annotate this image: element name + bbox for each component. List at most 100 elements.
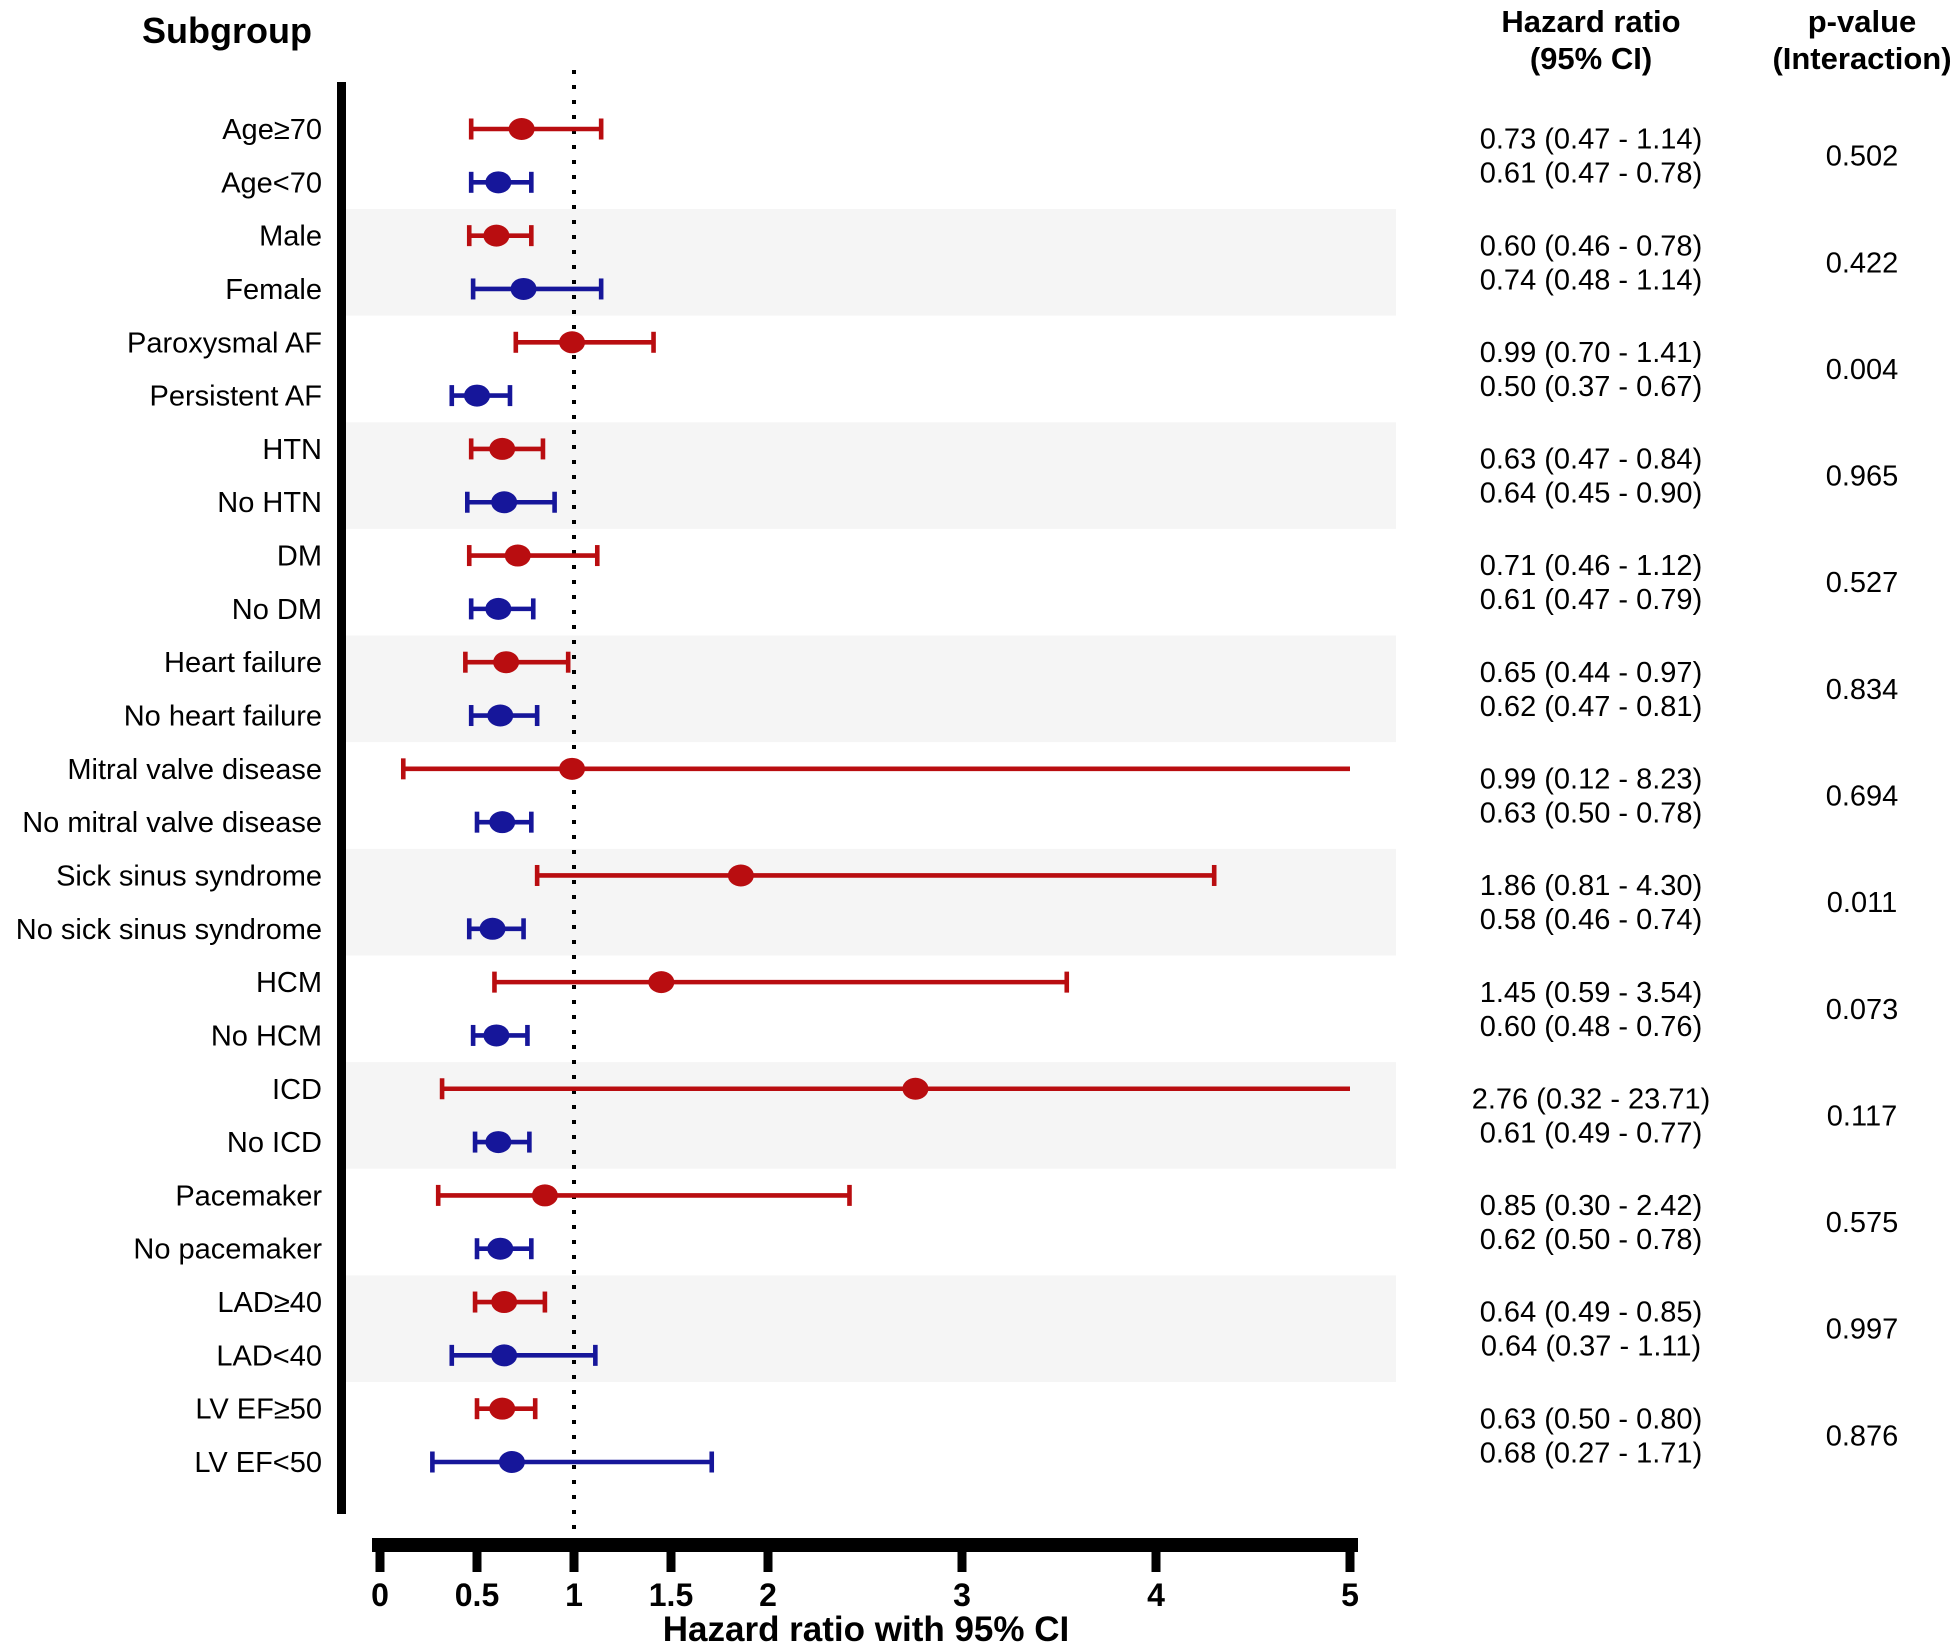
subgroup-label: No HCM bbox=[211, 1020, 322, 1052]
axis-tick-label: 4 bbox=[1147, 1577, 1165, 1613]
hr-ci-text: 0.65 (0.44 - 0.97) bbox=[1480, 657, 1702, 689]
pair-shading-band bbox=[345, 635, 1396, 743]
hr-point bbox=[510, 277, 537, 300]
hr-ci-text: 0.85 (0.30 - 2.42) bbox=[1480, 1190, 1702, 1222]
subgroup-column-header: Subgroup bbox=[142, 10, 312, 51]
axis-tick-label: 0 bbox=[371, 1577, 389, 1613]
pvalue-header-line2: (Interaction) bbox=[1772, 41, 1951, 76]
hr-point bbox=[498, 1451, 525, 1473]
p-interaction-value: 0.694 bbox=[1826, 781, 1899, 813]
subgroup-label: Age≥70 bbox=[222, 114, 322, 146]
subgroup-label: Female bbox=[225, 274, 322, 306]
x-axis-title: Hazard ratio with 95% CI bbox=[663, 1610, 1069, 1649]
forest-row: No HCM 0.60 (0.48 - 0.76) bbox=[211, 1011, 1702, 1053]
hr-point bbox=[483, 224, 510, 247]
subgroup-label: ICD bbox=[272, 1074, 322, 1106]
hr-point bbox=[485, 171, 512, 194]
forest-row: Male 0.60 (0.46 - 0.78) bbox=[259, 221, 1702, 263]
forest-row: Age<70 0.61 (0.47 - 0.78) bbox=[221, 158, 1702, 200]
hr-ci-text: 0.61 (0.47 - 0.79) bbox=[1480, 584, 1702, 616]
hr-ci-text: 0.61 (0.49 - 0.77) bbox=[1480, 1117, 1702, 1149]
subgroup-label: Heart failure bbox=[164, 647, 322, 679]
hr-ci-text: 0.61 (0.47 - 0.78) bbox=[1480, 158, 1702, 190]
hr-ci-text: 0.63 (0.50 - 0.78) bbox=[1480, 798, 1702, 830]
forest-row: LV EF<50 0.68 (0.27 - 1.71) bbox=[194, 1437, 1702, 1479]
hr-point bbox=[504, 544, 531, 567]
subgroup-label: Persistent AF bbox=[150, 381, 322, 413]
forest-row: Mitral valve disease 0.99 (0.12 - 8.23) bbox=[67, 754, 1702, 796]
axis-tick bbox=[1151, 1538, 1161, 1572]
p-interaction-value: 0.011 bbox=[1827, 887, 1897, 919]
hr-ci-text: 0.62 (0.47 - 0.81) bbox=[1480, 691, 1702, 723]
hr-point bbox=[485, 597, 512, 620]
p-interaction-value: 0.834 bbox=[1826, 674, 1899, 706]
hr-point bbox=[902, 1077, 929, 1100]
forest-row: No sick sinus syndrome 0.58 (0.46 - 0.74) bbox=[16, 904, 1702, 946]
axis-tick bbox=[666, 1538, 676, 1572]
hr-point bbox=[491, 1291, 518, 1314]
hr-point bbox=[464, 384, 490, 407]
hr-ci-text: 0.64 (0.49 - 0.85) bbox=[1480, 1297, 1702, 1329]
subgroup-label: LAD<40 bbox=[216, 1340, 322, 1372]
forest-row: Female 0.74 (0.48 - 1.14) bbox=[225, 264, 1702, 306]
axis-tick-label: 0.5 bbox=[455, 1577, 499, 1613]
axis-tick-label: 1 bbox=[565, 1577, 583, 1613]
hr-ci-text: 0.64 (0.37 - 1.11) bbox=[1481, 1331, 1701, 1363]
pvalue-header-line1: p-value bbox=[1808, 4, 1917, 39]
x-axis-bar bbox=[372, 1538, 1358, 1552]
forest-row: HTN 0.63 (0.47 - 0.84) bbox=[262, 434, 1702, 476]
subgroup-label: HCM bbox=[256, 967, 322, 999]
forest-row: Pacemaker 0.85 (0.30 - 2.42) bbox=[175, 1180, 1702, 1222]
forest-row: No heart failure 0.62 (0.47 - 0.81) bbox=[124, 691, 1703, 733]
subgroup-label: No mitral valve disease bbox=[22, 807, 322, 839]
axis-tick-label: 1.5 bbox=[649, 1577, 693, 1613]
hr-ci-text: 0.63 (0.47 - 0.84) bbox=[1480, 444, 1702, 476]
subgroup-label: DM bbox=[277, 541, 322, 573]
forest-row: Paroxysmal AF 0.99 (0.70 - 1.41) bbox=[127, 327, 1702, 369]
hr-ci-text: 0.74 (0.48 - 1.14) bbox=[1480, 264, 1702, 296]
p-interaction-value: 0.422 bbox=[1826, 247, 1899, 279]
p-interaction-value: 0.965 bbox=[1826, 461, 1899, 493]
hazard-ratio-header-line2: (95% CI) bbox=[1530, 41, 1652, 76]
forest-row: No HTN 0.64 (0.45 - 0.90) bbox=[217, 478, 1702, 520]
reference-layer bbox=[337, 70, 576, 1536]
subgroup-label: Paroxysmal AF bbox=[127, 327, 322, 359]
forest-row: No pacemaker 0.62 (0.50 - 0.78) bbox=[133, 1224, 1702, 1266]
p-interaction-value: 0.997 bbox=[1826, 1314, 1899, 1346]
pair-shading-band bbox=[345, 848, 1396, 956]
forest-row: LAD≥40 0.64 (0.49 - 0.85) bbox=[217, 1287, 1702, 1329]
hr-point bbox=[487, 704, 514, 727]
hr-ci-text: 0.73 (0.47 - 1.14) bbox=[1480, 124, 1702, 156]
p-interaction-value: 0.876 bbox=[1826, 1420, 1899, 1452]
hr-ci-text: 0.60 (0.48 - 0.76) bbox=[1480, 1011, 1702, 1043]
pair-shading-band bbox=[345, 208, 1396, 316]
subgroup-label: HTN bbox=[262, 434, 322, 466]
hr-ci-text: 0.50 (0.37 - 0.67) bbox=[1480, 371, 1702, 403]
forest-row: HCM 1.45 (0.59 - 3.54) bbox=[256, 967, 1702, 1009]
subgroup-label: No heart failure bbox=[124, 701, 322, 733]
subgroup-label: Mitral valve disease bbox=[67, 754, 322, 786]
hr-ci-text: 0.63 (0.50 - 0.80) bbox=[1480, 1403, 1702, 1435]
hr-ci-text: 2.76 (0.32 - 23.71) bbox=[1472, 1083, 1711, 1115]
hr-ci-text: 0.58 (0.46 - 0.74) bbox=[1480, 904, 1702, 936]
hr-ci-text: 1.86 (0.81 - 4.30) bbox=[1480, 870, 1702, 902]
subgroup-label: Pacemaker bbox=[175, 1180, 322, 1212]
subgroup-label: LAD≥40 bbox=[217, 1287, 322, 1319]
left-axis-line bbox=[337, 82, 346, 1514]
hr-ci-text: 0.60 (0.46 - 0.78) bbox=[1480, 230, 1702, 262]
forest-row: Age≥70 0.73 (0.47 - 1.14) bbox=[222, 114, 1702, 156]
forest-row: Sick sinus syndrome 1.86 (0.81 - 4.30) bbox=[56, 860, 1702, 902]
hr-ci-text: 0.68 (0.27 - 1.71) bbox=[1480, 1437, 1702, 1469]
p-interaction-value: 0.004 bbox=[1826, 354, 1899, 386]
hr-ci-text: 1.45 (0.59 - 3.54) bbox=[1480, 977, 1702, 1009]
hr-point bbox=[491, 491, 518, 514]
pair-shading-band bbox=[345, 1275, 1396, 1383]
x-axis-layer: 0 0.5 1 1.5 2 3 4 5 bbox=[371, 1538, 1359, 1613]
hr-point bbox=[727, 864, 754, 887]
pair-shading-band bbox=[345, 1062, 1396, 1169]
hr-point bbox=[559, 757, 586, 780]
subgroup-label: Sick sinus syndrome bbox=[56, 860, 322, 892]
forest-row: Persistent AF 0.50 (0.37 - 0.67) bbox=[150, 371, 1703, 413]
